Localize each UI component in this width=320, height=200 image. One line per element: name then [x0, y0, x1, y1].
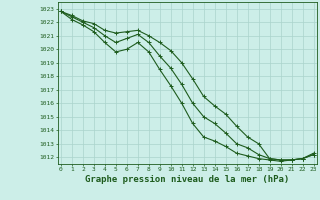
X-axis label: Graphe pression niveau de la mer (hPa): Graphe pression niveau de la mer (hPa)	[85, 175, 289, 184]
